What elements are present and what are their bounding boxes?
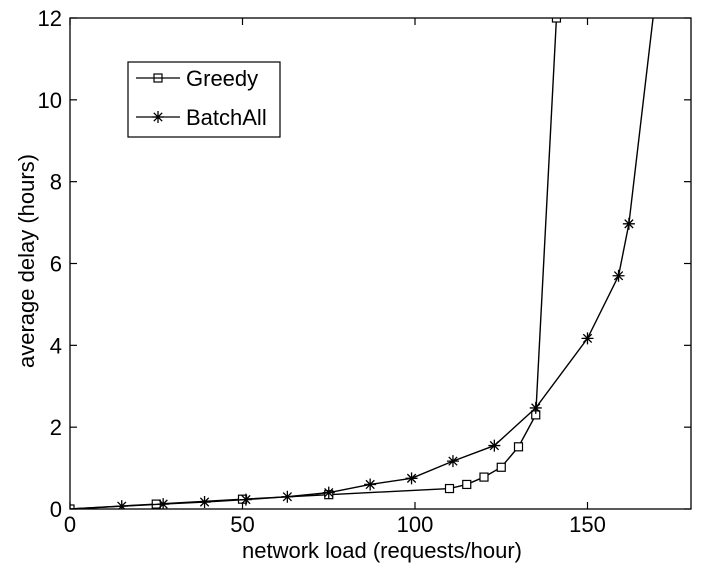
y-tick-label: 0: [50, 497, 62, 522]
data-point-batchall: [581, 332, 594, 345]
data-point-greedy: [444, 483, 455, 494]
x-axis-title: network load (requests/hour): [242, 538, 522, 563]
data-point-greedy: [496, 462, 506, 472]
data-point-batchall: [622, 217, 635, 230]
data-point-batchall: [446, 455, 459, 468]
data-point-batchall: [157, 498, 170, 509]
series-layer: [70, 18, 654, 509]
data-point-batchall: [612, 269, 625, 282]
y-tick-label: 8: [50, 170, 62, 195]
y-tick-labels: 0 2 4 6 8 10 12: [38, 6, 62, 522]
data-point-batchall: [198, 496, 211, 509]
legend-box: [127, 61, 281, 138]
y-tick-label: 4: [50, 333, 62, 358]
y-axis-title: average delay (hours): [14, 154, 39, 368]
data-point-greedy: [479, 472, 489, 482]
x-tick-labels: 0 50 100 150: [64, 512, 606, 537]
data-point-greedy: [551, 18, 562, 23]
data-point-batchall: [488, 439, 501, 452]
series-batchall: [70, 18, 654, 509]
data-point-batchall: [115, 500, 128, 509]
data-point-batchall: [529, 401, 542, 414]
legend: Greedy BatchAll: [127, 61, 281, 138]
series-line-batchall: [70, 18, 654, 509]
axis-ticks: [69, 17, 691, 510]
data-point-batchall: [281, 490, 294, 503]
legend-batchall-asterisk-marker: [152, 111, 164, 123]
x-tick-label: 150: [569, 512, 606, 537]
y-tick-label: 10: [38, 88, 62, 113]
data-point-greedy: [462, 479, 472, 490]
y-tick-label: 6: [50, 252, 62, 277]
legend-batchall-label: BatchAll: [186, 105, 267, 130]
x-tick-label: 100: [397, 512, 434, 537]
x-tick-label: 50: [230, 512, 254, 537]
legend-item-greedy: Greedy: [136, 66, 258, 91]
data-point-batchall: [364, 478, 377, 491]
data-point-batchall: [405, 472, 418, 485]
y-tick-label: 2: [50, 415, 62, 440]
legend-greedy-square-marker: [153, 73, 163, 83]
data-point-greedy: [513, 442, 524, 452]
data-point-batchall: [239, 493, 252, 506]
y-tick-label: 12: [38, 6, 62, 31]
x-tick-label: 0: [64, 512, 76, 537]
data-point-batchall: [322, 486, 335, 499]
legend-greedy-label: Greedy: [186, 66, 258, 91]
data-point-greedy: [70, 504, 75, 509]
legend-item-batchall: BatchAll: [136, 105, 267, 130]
